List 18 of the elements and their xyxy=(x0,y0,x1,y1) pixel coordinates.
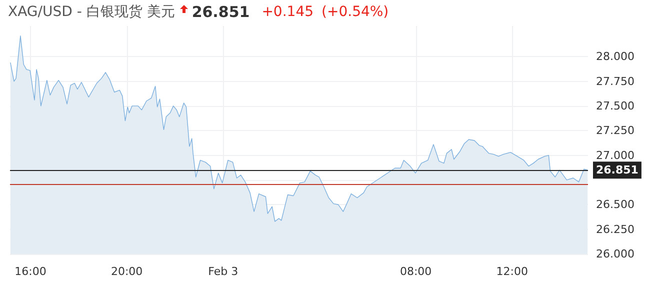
x-tick-label: 20:00 xyxy=(110,265,143,278)
y-tick-label: 26.000 xyxy=(596,248,634,260)
chart-title: XAG/USD - 白银现货 美元 xyxy=(8,3,175,21)
x-tick-label: 16:00 xyxy=(14,265,46,278)
y-tick-label: 27.250 xyxy=(596,124,634,138)
y-tick-label: 27.500 xyxy=(596,99,634,112)
x-tick-label: Feb 3 xyxy=(208,265,238,278)
y-tick-label: 28.000 xyxy=(596,50,634,64)
y-tick-label: 27.000 xyxy=(596,148,634,162)
ref-line-label: 26.851 xyxy=(596,164,638,177)
y-tick-label: 26.250 xyxy=(596,222,634,236)
y-tick-label: 27.750 xyxy=(596,74,634,88)
x-tick-label: 08:00 xyxy=(400,265,432,278)
x-tick-label: 12:00 xyxy=(496,265,528,278)
text: 26.851 xyxy=(192,3,250,21)
text: (+0.54%) xyxy=(322,4,389,20)
text: +0.145 xyxy=(262,4,314,20)
y-tick-label: 26.500 xyxy=(596,198,634,212)
